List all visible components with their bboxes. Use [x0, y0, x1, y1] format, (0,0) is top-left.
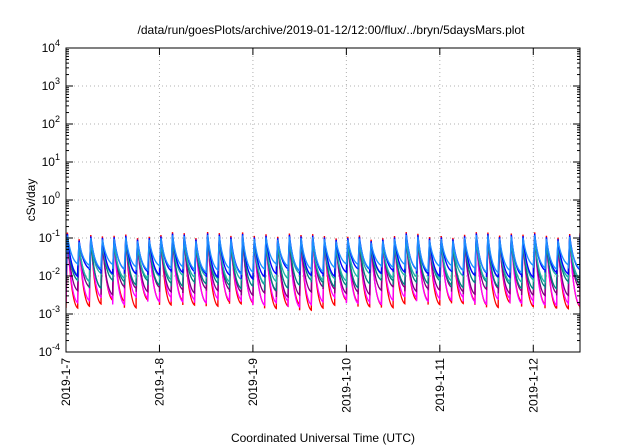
grid-lines — [66, 48, 580, 352]
series-line — [66, 233, 580, 281]
series-layer — [66, 231, 580, 312]
x-tick-label: 2019-1-10 — [339, 358, 353, 413]
y-tick-label: 102 — [42, 114, 60, 131]
y-tick-label: 10-4 — [39, 342, 60, 359]
y-tick-label: 103 — [42, 76, 60, 93]
y-axis-label: cSv/day — [24, 179, 38, 222]
series-line — [66, 234, 580, 276]
y-tick-label: 100 — [42, 190, 60, 207]
x-tick-label: 2019-1-11 — [433, 358, 447, 412]
x-tick-label: 2019-1-9 — [246, 358, 260, 406]
y-tick-label: 101 — [42, 152, 60, 169]
x-tick-labels: 2019-1-7 2019-1-8 2019-1-9 2019-1-10 2019-1-… — [59, 358, 540, 413]
y-tick-label: 104 — [42, 38, 60, 55]
y-tick-labels: 10-4 10-3 10-2 10-1 100 101 102 103 104 — [39, 38, 60, 359]
x-tick-label: 2019-1-7 — [59, 358, 73, 406]
x-axis-label: Coordinated Universal Time (UTC) — [231, 431, 415, 445]
y-tick-label: 10-2 — [39, 266, 60, 283]
series-line — [66, 238, 580, 285]
series-line — [66, 234, 580, 309]
y-tick-label: 10-1 — [39, 228, 60, 245]
x-tick-label: 2019-1-12 — [526, 358, 540, 413]
chart-title: /data/run/goesPlots/archive/2019-01-12/1… — [138, 23, 526, 37]
plot-frame — [65, 47, 581, 353]
x-tick-label: 2019-1-8 — [152, 358, 166, 406]
y-tick-label: 10-3 — [39, 304, 60, 321]
